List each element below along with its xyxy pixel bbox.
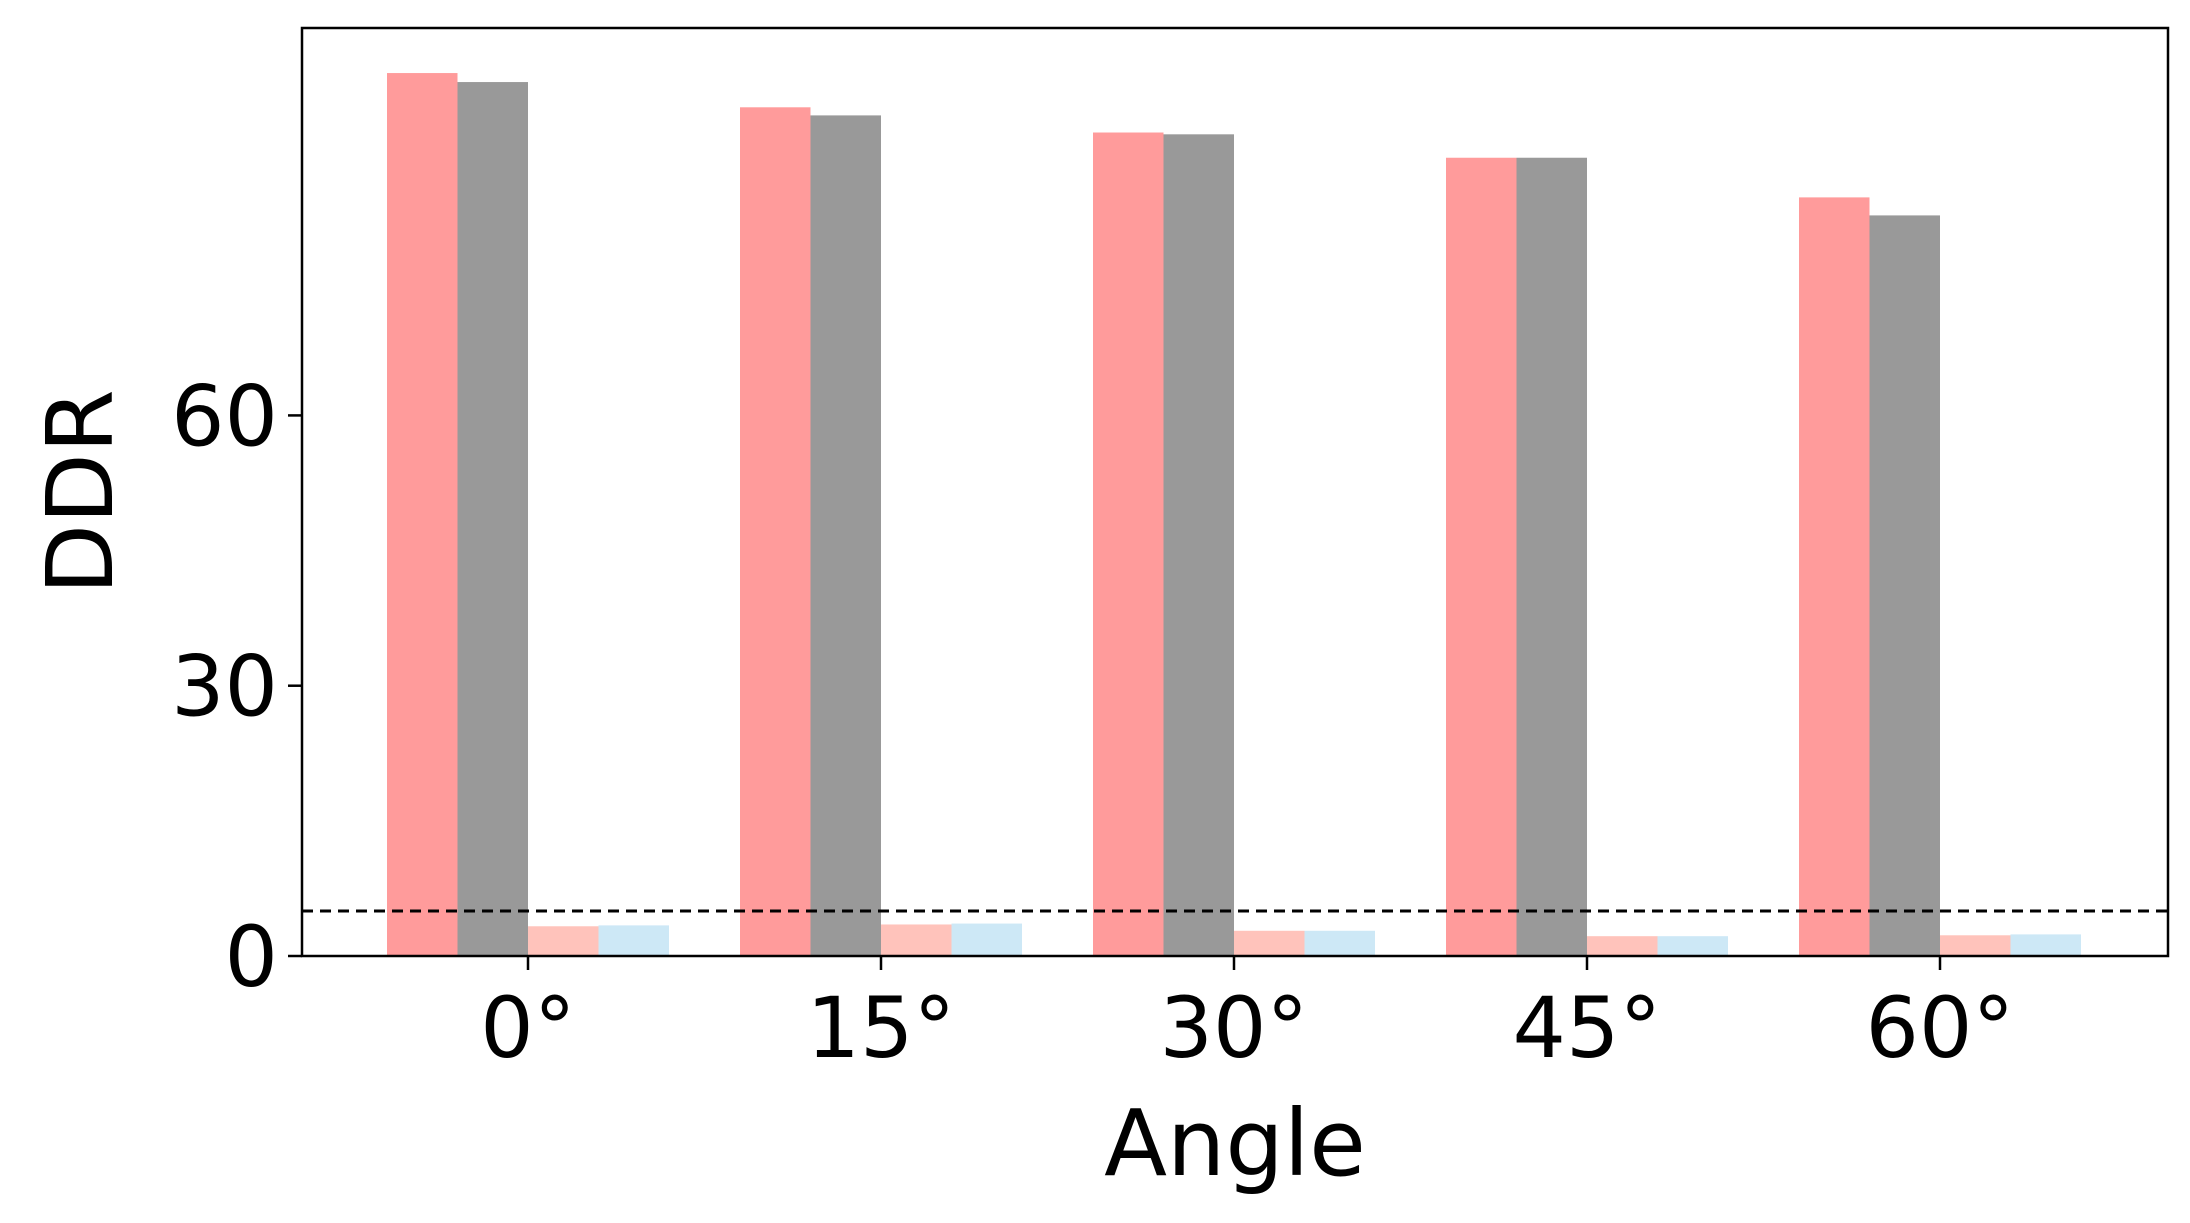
bar-s3-4 [1940,935,2011,956]
bar-s2-0 [457,82,528,957]
bar-s4-1 [951,923,1022,956]
bar-s4-2 [1304,930,1375,956]
y-tick-label: 30 [171,638,278,736]
bar-s1-3 [1446,157,1517,956]
bar-s2-1 [810,115,881,957]
bar-s2-3 [1516,157,1587,956]
x-axis-title: Angle [1104,1090,1366,1197]
bar-s1-2 [1093,132,1164,956]
bar-s3-1 [881,924,952,956]
y-axis: 0 30 60 [171,367,302,1006]
bars-layer [387,73,2081,957]
bar-s3-2 [1234,930,1305,956]
y-axis-title: DDR [27,389,134,595]
bar-s1-0 [387,73,458,957]
bar-s2-4 [1869,215,1940,956]
bar-s3-0 [528,926,599,956]
x-tick-label: 60° [1866,979,2015,1077]
bar-s2-2 [1163,134,1234,956]
x-axis: 0° 15° 30° 45° 60° [480,956,2014,1077]
bar-s3-3 [1587,936,1658,956]
bar-s1-1 [740,107,811,956]
x-tick-label: 30° [1160,979,1309,1077]
x-tick-label: 15° [807,979,956,1077]
y-tick-label: 60 [171,367,278,465]
y-tick-label: 0 [225,908,278,1006]
bar-s1-4 [1799,197,1870,957]
x-tick-label: 0° [480,979,575,1077]
x-tick-label: 45° [1513,979,1662,1077]
bar-s4-3 [1657,936,1728,956]
bar-s4-0 [598,925,669,956]
bar-s4-4 [2010,934,2081,956]
